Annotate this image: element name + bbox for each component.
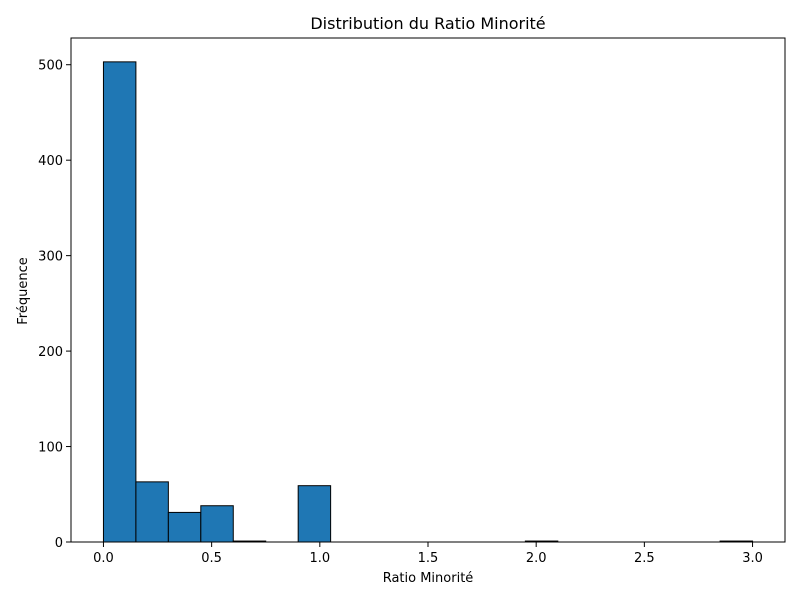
x-tick-label: 1.5 xyxy=(418,551,439,566)
x-tick-label: 0.0 xyxy=(93,551,114,566)
bars-group xyxy=(102,61,754,543)
y-tick-label: 500 xyxy=(38,59,63,74)
plot-area-frame xyxy=(70,37,786,543)
y-tick-label: 400 xyxy=(38,154,63,169)
x-tick-label: 3.0 xyxy=(742,551,763,566)
y-tick-label: 100 xyxy=(38,441,63,456)
x-axis-ticks: 0.0 0.5 1.0 1.5 2.0 2.5 3.0 xyxy=(93,542,763,566)
y-tick-label: 300 xyxy=(38,250,63,265)
histogram-bar xyxy=(102,61,137,543)
x-tick-label: 2.0 xyxy=(526,551,547,566)
chart-title: Distribution du Ratio Minorité xyxy=(310,14,545,33)
histogram-bar xyxy=(135,481,169,543)
histogram-bar xyxy=(167,511,202,543)
y-tick-label: 0 xyxy=(55,536,63,551)
y-tick-label: 200 xyxy=(38,345,63,360)
y-axis-ticks: 0 100 200 300 400 500 xyxy=(38,59,71,551)
y-axis-label: Fréquence xyxy=(16,257,31,324)
x-tick-label: 1.0 xyxy=(309,551,330,566)
x-tick-label: 2.5 xyxy=(634,551,655,566)
x-axis-label: Ratio Minorité xyxy=(383,571,474,586)
histogram-bar xyxy=(200,505,234,543)
x-tick-label: 0.5 xyxy=(201,551,222,566)
histogram-bar xyxy=(297,485,332,543)
